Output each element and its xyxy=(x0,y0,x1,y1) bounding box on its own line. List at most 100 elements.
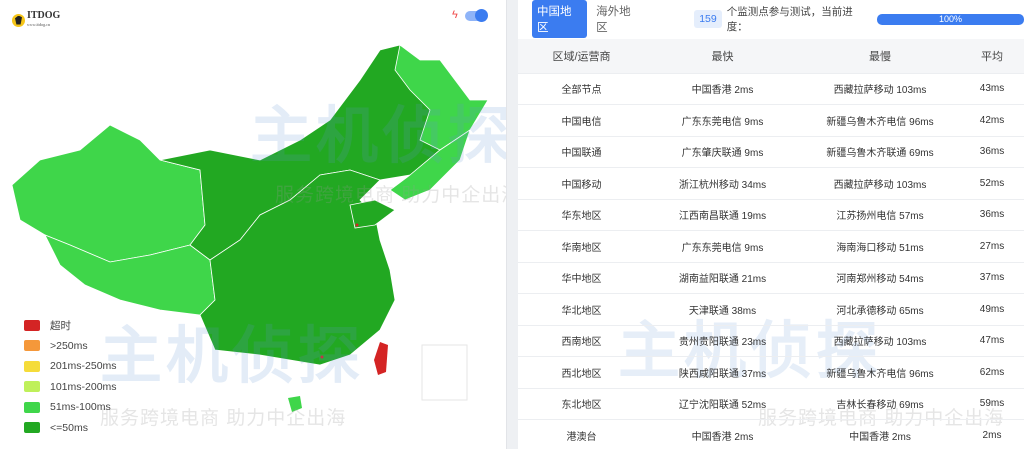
table-row[interactable]: 华南地区 广东东莞电信 9ms 海南海口移动 51ms 27ms xyxy=(518,230,1024,263)
legend-item[interactable]: 201ms-250ms xyxy=(24,356,117,377)
cell-fastest: 江西南昌联通 19ms xyxy=(645,199,800,231)
logo-sub: www.itdog.cn xyxy=(27,22,51,27)
legend-item[interactable]: <=50ms xyxy=(24,418,117,439)
cell-region: 华东地区 xyxy=(518,199,645,231)
cell-fastest: 中国香港 2ms xyxy=(645,73,800,105)
results-panel: 中国地区 海外地区 159 个监测点参与测试，当前进度： 100% 主机侦探 服… xyxy=(518,0,1024,449)
cell-average: 37ms xyxy=(960,262,1024,294)
table-row[interactable]: 西北地区 陕西咸阳联通 37ms 新疆乌鲁木齐电信 96ms 62ms xyxy=(518,356,1024,389)
cell-region: 中国移动 xyxy=(518,167,645,200)
col-region[interactable]: 区域/运营商 xyxy=(518,39,645,74)
legend-item[interactable]: 101ms-200ms xyxy=(24,377,117,398)
legend-label: <=50ms xyxy=(50,421,88,434)
progress-text: 100% xyxy=(938,13,962,24)
lightning-icon: ϟ xyxy=(452,9,458,21)
table-row[interactable]: 东北地区 辽宁沈阳联通 52ms 吉林长春移动 69ms 59ms xyxy=(518,388,1024,420)
cell-fastest: 湖南益阳联通 21ms xyxy=(645,262,800,294)
cell-fastest: 贵州贵阳联通 23ms xyxy=(645,325,800,357)
latency-legend: 超时 >250ms 201ms-250ms 101ms-200ms 51ms-1… xyxy=(24,315,117,438)
legend-swatch xyxy=(24,360,40,372)
table-row[interactable]: 华中地区 湖南益阳联通 21ms 河南郑州移动 54ms 37ms xyxy=(518,262,1024,294)
cell-average: 62ms xyxy=(960,356,1024,389)
cell-average: 36ms xyxy=(960,136,1024,168)
cell-slowest: 江苏扬州电信 57ms xyxy=(800,199,960,231)
cell-slowest: 西藏拉萨移动 103ms xyxy=(800,325,960,357)
table-row[interactable]: 全部节点 中国香港 2ms 西藏拉萨移动 103ms 43ms xyxy=(518,73,1024,105)
table-header-row: 区域/运营商 最快 最慢 平均 xyxy=(518,39,1024,74)
cell-region: 东北地区 xyxy=(518,388,645,420)
table-row[interactable]: 华东地区 江西南昌联通 19ms 江苏扬州电信 57ms 36ms xyxy=(518,199,1024,231)
region-hainan xyxy=(288,396,302,412)
cell-average: 52ms xyxy=(960,167,1024,200)
logo-text: ITDOG xyxy=(27,10,61,21)
cell-average: 49ms xyxy=(960,293,1024,326)
col-fastest[interactable]: 最快 xyxy=(645,39,800,74)
itdog-logo: ITDOG www.itdog.cn xyxy=(12,11,60,29)
panel-divider xyxy=(506,0,518,449)
region-shandong xyxy=(349,199,396,229)
region-xinjiang xyxy=(11,124,206,263)
legend-label: 101ms-200ms xyxy=(50,380,117,393)
cell-region: 华北地区 xyxy=(518,293,645,326)
cell-average: 59ms xyxy=(960,388,1024,420)
cell-region: 中国联通 xyxy=(518,136,645,168)
live-toggle[interactable] xyxy=(465,9,488,22)
cell-slowest: 吉林长春移动 69ms xyxy=(800,388,960,420)
cell-fastest: 陕西咸阳联通 37ms xyxy=(645,356,800,389)
dog-icon xyxy=(12,13,25,27)
cell-region: 港澳台 xyxy=(518,419,645,449)
cell-fastest: 广东东莞电信 9ms xyxy=(645,104,800,137)
region-central xyxy=(199,169,396,366)
legend-swatch xyxy=(24,401,40,413)
cell-average: 36ms xyxy=(960,199,1024,231)
cell-fastest: 广东东莞电信 9ms xyxy=(645,230,800,263)
cell-average: 47ms xyxy=(960,325,1024,357)
cell-region: 华中地区 xyxy=(518,262,645,294)
tab-overseas[interactable]: 海外地区 xyxy=(596,6,631,34)
progress-message: 个监测点参与测试，当前进度： xyxy=(726,6,853,33)
col-average[interactable]: 平均 xyxy=(960,39,1024,74)
china-map[interactable] xyxy=(0,0,506,449)
region-jilin-liaoning xyxy=(389,129,471,201)
cell-slowest: 中国香港 2ms xyxy=(800,419,960,449)
results-header: 中国地区 海外地区 159 个监测点参与测试，当前进度： 100% xyxy=(518,0,1024,38)
progress-bar: 100% xyxy=(876,13,1024,25)
table-row[interactable]: 中国电信 广东东莞电信 9ms 新疆乌鲁木齐电信 96ms 42ms xyxy=(518,104,1024,137)
legend-item[interactable]: >250ms xyxy=(24,336,117,357)
cell-region: 西北地区 xyxy=(518,356,645,389)
table-row[interactable]: 华北地区 天津联通 38ms 河北承德移动 65ms 49ms xyxy=(518,293,1024,326)
results-table: 区域/运营商 最快 最慢 平均 全部节点 中国香港 2ms 西藏拉萨移动 103ms… xyxy=(518,39,1024,449)
cell-region: 全部节点 xyxy=(518,73,645,105)
legend-label: 超时 xyxy=(50,319,71,332)
cell-slowest: 新疆乌鲁木齐电信 96ms xyxy=(800,356,960,389)
region-taiwan xyxy=(374,342,388,375)
table-row[interactable]: 港澳台 中国香港 2ms 中国香港 2ms 2ms xyxy=(518,419,1024,449)
table-row[interactable]: 西南地区 贵州贵阳联通 23ms 西藏拉萨移动 103ms 47ms xyxy=(518,325,1024,357)
legend-label: >250ms xyxy=(50,339,88,352)
legend-item[interactable]: 51ms-100ms xyxy=(24,397,117,418)
cell-average: 27ms xyxy=(960,230,1024,263)
col-slowest[interactable]: 最慢 xyxy=(800,39,960,74)
cell-slowest: 西藏拉萨移动 103ms xyxy=(800,73,960,105)
table-row[interactable]: 中国联通 广东肇庆联通 9ms 新疆乌鲁木齐联通 69ms 36ms xyxy=(518,136,1024,168)
legend-item[interactable]: 超时 xyxy=(24,315,117,336)
cell-slowest: 河北承德移动 65ms xyxy=(800,293,960,326)
cell-fastest: 广东肇庆联通 9ms xyxy=(645,136,800,168)
cell-region: 中国电信 xyxy=(518,104,645,137)
legend-swatch xyxy=(24,422,40,434)
table-row[interactable]: 中国移动 浙江杭州移动 34ms 西藏拉萨移动 103ms 52ms xyxy=(518,167,1024,200)
cell-fastest: 中国香港 2ms xyxy=(645,419,800,449)
legend-label: 201ms-250ms xyxy=(50,360,117,373)
cell-average: 2ms xyxy=(960,419,1024,449)
cell-slowest: 海南海口移动 51ms xyxy=(800,230,960,263)
tab-china[interactable]: 中国地区 xyxy=(532,0,588,38)
legend-swatch xyxy=(24,381,40,393)
cell-slowest: 新疆乌鲁木齐电信 96ms xyxy=(800,104,960,137)
cell-average: 42ms xyxy=(960,104,1024,137)
cell-region: 华南地区 xyxy=(518,230,645,263)
cell-slowest: 新疆乌鲁木齐联通 69ms xyxy=(800,136,960,168)
cell-fastest: 辽宁沈阳联通 52ms xyxy=(645,388,800,420)
legend-swatch xyxy=(24,319,40,331)
cell-fastest: 浙江杭州移动 34ms xyxy=(645,167,800,200)
